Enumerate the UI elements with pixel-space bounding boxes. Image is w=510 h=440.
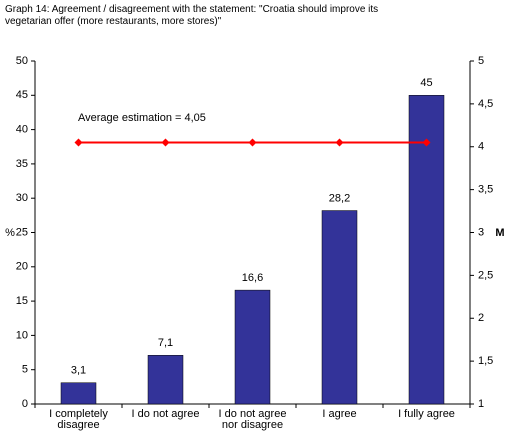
value-label: 16,6	[242, 272, 263, 284]
x-tick-label: I completely disagree	[49, 408, 108, 431]
value-label: 45	[420, 77, 432, 89]
y-tick-label: 5	[22, 364, 28, 376]
marker	[422, 138, 431, 147]
value-label: 7,1	[158, 337, 173, 349]
y2-axis-label: M	[495, 227, 504, 239]
y2-tick-label: 4,5	[478, 98, 493, 110]
bar	[234, 289, 271, 405]
y2-tick-label: 3,5	[478, 184, 493, 196]
y-tick-label: 10	[16, 329, 28, 341]
bar	[321, 210, 358, 405]
y2-tick-label: 2	[478, 312, 484, 324]
marker	[74, 138, 83, 147]
bar	[147, 355, 184, 405]
y2-tick-label: 2,5	[478, 269, 493, 281]
y-tick-label: 15	[16, 295, 28, 307]
bar	[60, 382, 97, 405]
x-tick-label-line: I fully agree	[398, 408, 455, 420]
x-tick-label-line: I do not agree	[219, 408, 287, 420]
value-label: 28,2	[329, 192, 350, 204]
x-tick-label: I do not agree nor disagree	[219, 408, 287, 431]
x-tick-label-line: I completely	[49, 408, 108, 420]
x-tick-label-line: I do not agree	[132, 408, 200, 420]
y2-tick-label: 1,5	[478, 355, 493, 367]
x-tick-label: I do not agree	[132, 408, 200, 420]
bar	[408, 95, 445, 405]
y2-tick-label: 1	[478, 398, 484, 410]
y2-tick-label: 5	[478, 55, 484, 67]
value-label: 3,1	[71, 365, 86, 377]
y-tick-label: 50	[16, 55, 28, 67]
y-axis-label: %	[5, 227, 15, 239]
chart-title: Graph 14: Agreement / disagreement with …	[5, 4, 379, 27]
marker	[248, 138, 257, 147]
x-tick-label-line: I agree	[322, 408, 356, 420]
marker	[161, 138, 170, 147]
y2-tick-label: 3	[478, 226, 484, 238]
y2-tick-label: 4	[478, 141, 484, 153]
x-tick-label-line: disagree	[57, 419, 99, 431]
x-tick-label-line: nor disagree	[222, 419, 283, 431]
y-tick-label: 35	[16, 158, 28, 170]
y-tick-label: 45	[16, 89, 28, 101]
marker	[335, 138, 344, 147]
x-tick-label: I agree	[322, 408, 356, 420]
y-tick-label: 0	[22, 398, 28, 410]
y-tick-label: 20	[16, 261, 28, 273]
x-tick-label: I fully agree	[398, 408, 455, 420]
annotation: Average estimation = 4,05	[78, 112, 206, 124]
y-tick-label: 30	[16, 192, 28, 204]
y-tick-label: 25	[16, 226, 28, 238]
y-tick-label: 40	[16, 124, 28, 136]
